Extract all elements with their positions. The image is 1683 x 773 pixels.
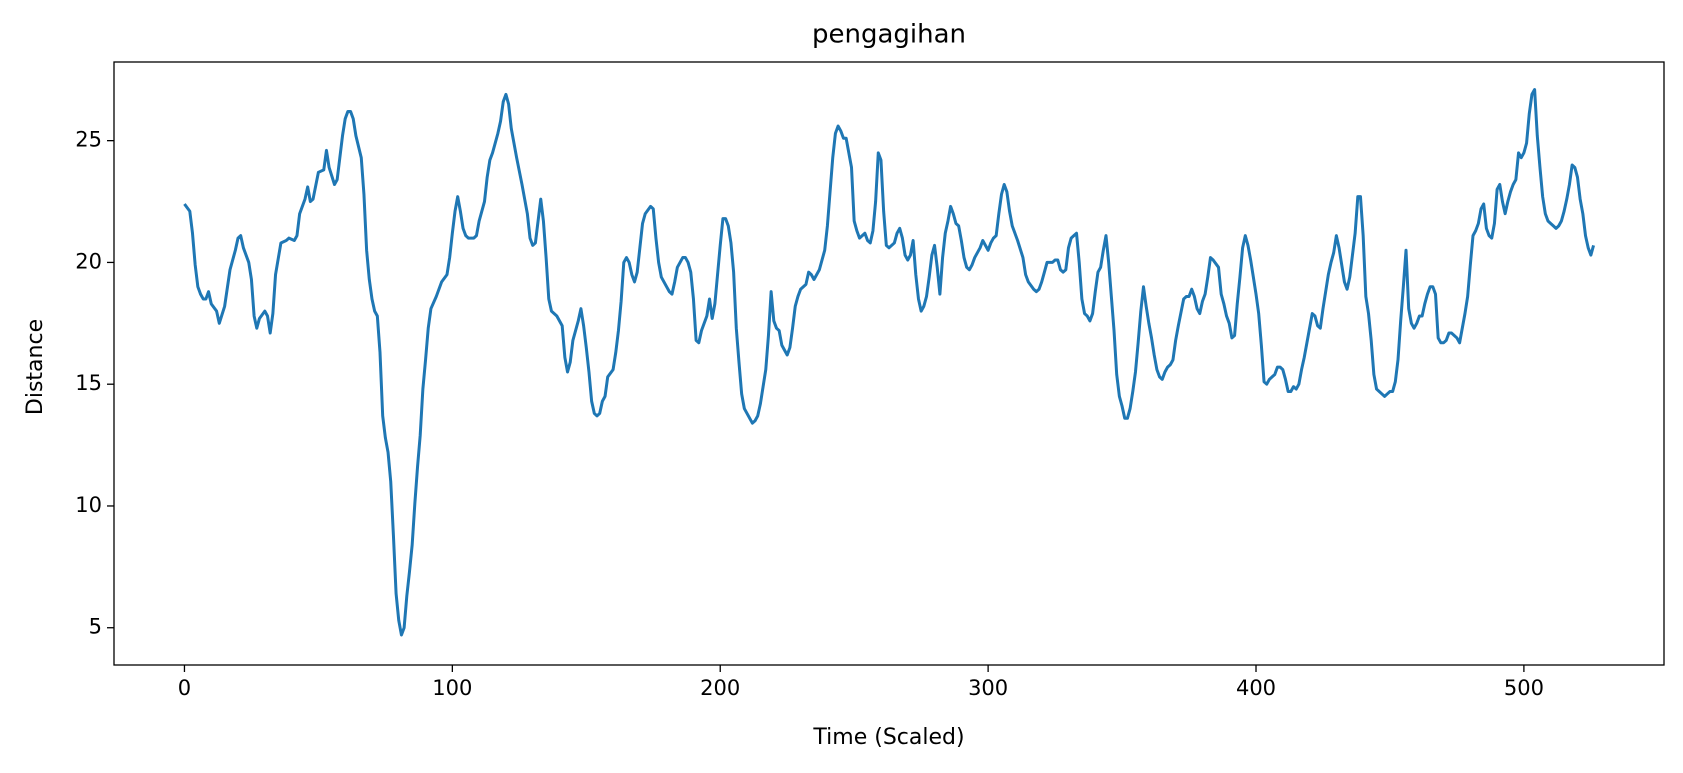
y-axis-label: Distance	[23, 319, 48, 415]
data-line	[183, 88, 1595, 637]
x-axis-label: Time (Scaled)	[812, 725, 964, 750]
x-tick-label: 400	[1236, 676, 1276, 700]
y-tick-label: 15	[75, 371, 102, 395]
y-tick-label: 20	[75, 249, 102, 273]
x-tick-label: 300	[968, 676, 1008, 700]
y-tick-label: 5	[89, 615, 102, 639]
x-tick-label: 0	[178, 676, 191, 700]
x-tick-label: 100	[432, 676, 472, 700]
y-tick-label: 25	[75, 128, 102, 152]
plot-frame	[113, 61, 1665, 666]
x-tick-label: 200	[700, 676, 740, 700]
y-tick-label: 10	[75, 493, 102, 517]
chart-title: pengagihan	[812, 20, 966, 50]
x-tick-label: 500	[1504, 676, 1544, 700]
